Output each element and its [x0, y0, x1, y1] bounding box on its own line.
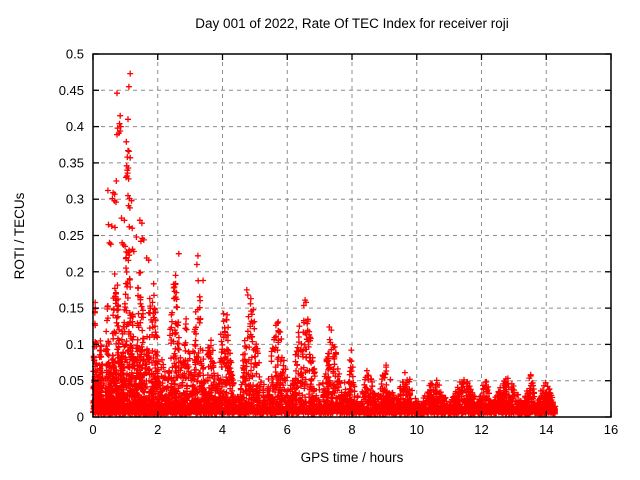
y-tick-label: 0.45	[59, 83, 84, 98]
x-axis-title: GPS time / hours	[300, 450, 404, 465]
x-tick-label: 16	[604, 422, 618, 437]
x-tick-label: 8	[348, 422, 355, 437]
x-tick-label: 4	[219, 422, 226, 437]
y-tick-label: 0.25	[59, 228, 84, 243]
data-points	[90, 70, 559, 418]
chart-title: Day 001 of 2022, Rate Of TEC Index for r…	[195, 16, 509, 31]
y-tick-label: 0.05	[59, 373, 84, 388]
y-tick-label: 0.3	[66, 192, 84, 207]
y-tick-label: 0.5	[66, 47, 84, 62]
x-tick-label: 14	[539, 422, 553, 437]
x-tick-label: 10	[410, 422, 424, 437]
x-tick-label: 12	[474, 422, 488, 437]
x-tick-label: 0	[89, 422, 96, 437]
y-tick-label: 0.4	[66, 119, 84, 134]
y-tick-label: 0.1	[66, 337, 84, 352]
x-tick-label: 2	[154, 422, 161, 437]
y-tick-label: 0.2	[66, 264, 84, 279]
y-tick-label: 0.15	[59, 301, 84, 316]
x-tick-label: 6	[284, 422, 291, 437]
y-tick-label: 0	[77, 410, 84, 425]
y-tick-label: 0.35	[59, 155, 84, 170]
